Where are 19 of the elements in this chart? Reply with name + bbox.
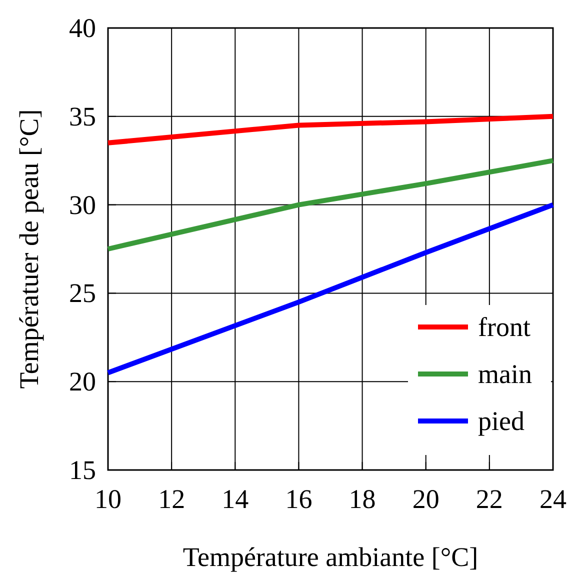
y-tick-label: 20 [69, 366, 96, 397]
x-tick-label: 12 [158, 484, 186, 514]
y-axis-title: Températuer de peau [°C] [14, 109, 44, 389]
legend-label: front [478, 312, 531, 342]
y-tick-label: 15 [69, 455, 96, 485]
y-tick-label: 40 [69, 13, 96, 43]
x-tick-label: 14 [222, 484, 250, 514]
x-tick-label: 22 [476, 484, 503, 514]
y-tick-label: 25 [69, 278, 96, 308]
x-tick-label: 18 [348, 484, 376, 514]
legend-label: main [478, 359, 532, 389]
x-tick-label: 20 [412, 484, 440, 514]
x-axis-title: Température ambiante [°C] [182, 542, 478, 572]
x-tick-label: 10 [94, 484, 122, 514]
x-tick-label: 24 [540, 484, 567, 514]
legend-label: pied [478, 406, 525, 436]
x-tick-label: 16 [285, 484, 312, 514]
y-tick-label: 35 [69, 101, 96, 132]
y-tick-label: 30 [69, 190, 96, 220]
